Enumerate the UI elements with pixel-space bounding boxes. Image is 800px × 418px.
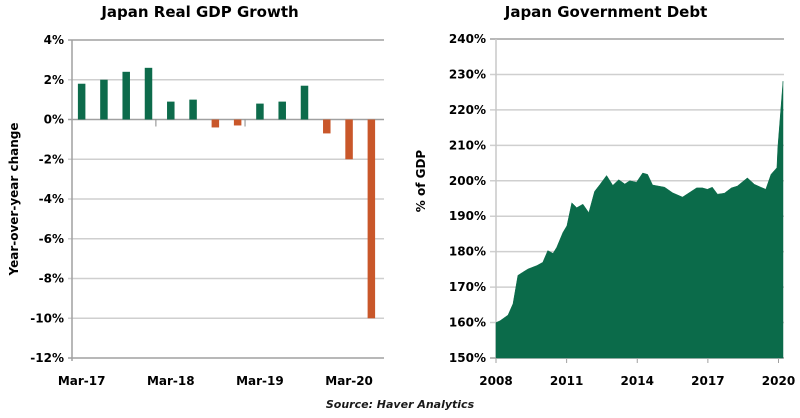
debt-x-tick-label: 2020 [762,374,795,388]
gdp-bar-mar-17 [77,83,86,120]
gdp-bar-dec-17 [144,67,153,120]
debt-y-tick-label: 220% [449,103,486,117]
debt-y-tick-label: 150% [449,351,486,365]
debt-chart-title: Japan Government Debt [504,3,708,21]
debt-area-series [495,81,784,359]
debt-x-tick-label: 2011 [550,374,583,388]
debt-y-tick-label: 240% [449,32,486,46]
gdp-y-tick-label: -2% [39,152,64,166]
gdp-y-tick-label: 0% [44,113,64,127]
gdp-y-tick-label: 4% [44,33,64,47]
gdp-x-tick-label: Mar-19 [236,374,284,388]
debt-x-tick-label: 2008 [479,374,512,388]
debt-x-tick-label: 2017 [691,374,724,388]
gdp-y-tick-label: 2% [44,73,64,87]
gdp-bar-sep-18 [211,119,220,128]
gdp-bar-jun-18 [189,99,197,120]
gdp-chart-title: Japan Real GDP Growth [100,3,298,21]
gdp-bar-jun-17 [100,79,108,120]
gdp-x-tick-label: Mar-20 [325,374,373,388]
gdp-y-tick-label: -6% [39,232,64,246]
gdp-x-tick-label: Mar-17 [58,374,106,388]
gdp-y-tick-label: -10% [30,311,64,325]
gdp-growth-chart: Japan Real GDP Growth Year-over-year cha… [7,3,384,388]
gdp-x-tick-label: Mar-18 [147,374,195,388]
gdp-y-tick-label: -12% [30,351,64,365]
gdp-bar-jun-19 [278,101,286,120]
gdp-bar-sep-17 [122,71,130,120]
debt-y-axis-label: % of GDP [414,150,428,213]
gdp-y-axis-label: Year-over-year change [7,122,21,276]
gdp-bar-mar-20 [345,119,353,160]
gdp-bar-dec-18 [233,119,242,126]
debt-x-tick-label: 2014 [621,374,654,388]
debt-y-tick-label: 210% [449,138,486,152]
debt-y-tick-label: 170% [449,280,486,294]
debt-y-tick-label: 200% [449,174,486,188]
debt-y-tick-label: 160% [449,316,486,330]
source-note: Source: Haver Analytics [325,398,475,411]
gdp-bar-mar-19 [256,103,264,120]
gdp-y-tick-label: -4% [39,192,64,206]
gdp-y-tick-label: -8% [39,272,64,286]
gdp-bar-jun-20 [367,119,376,319]
debt-y-tick-label: 230% [449,67,486,81]
debt-y-tick-label: 190% [449,209,486,223]
gdp-bar-sep-19 [300,85,309,120]
gdp-bar-dec-19 [323,119,331,134]
debt-y-tick-label: 180% [449,245,486,259]
gdp-bar-mar-18 [167,101,175,120]
